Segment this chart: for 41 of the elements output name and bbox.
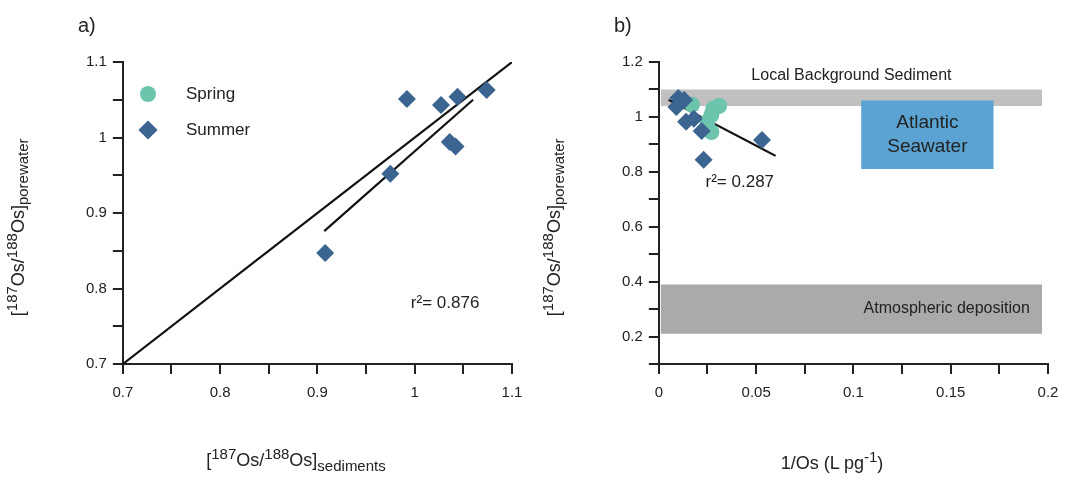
y-tick-label: 0.2	[621, 326, 643, 344]
x-axis-title: 1/Os (L pg$^{-1}$)	[779, 448, 885, 474]
y-tick-label: 0.9	[85, 203, 107, 221]
y-tick-label: 0.4	[621, 271, 643, 289]
x-tick-label: 0.2	[1037, 383, 1059, 401]
y-tick-label: 1.1	[85, 52, 107, 70]
y-tick-label: 0.8	[621, 161, 643, 179]
point	[694, 150, 713, 169]
point	[448, 87, 467, 106]
point	[752, 130, 771, 149]
point	[381, 164, 400, 183]
annotation: r²= 0.287	[705, 172, 775, 192]
y-tick-label: 0.7	[85, 354, 107, 372]
x-tick-label: 1.1	[501, 383, 523, 401]
band-label: Atmospheric deposition	[863, 299, 1030, 317]
x-tick-label: 0.1	[843, 383, 864, 401]
point	[431, 96, 450, 115]
point	[397, 90, 416, 108]
x-tick-label: 0.15	[936, 383, 966, 401]
chart-title: b)	[614, 14, 632, 37]
x-tick-label: 1	[410, 383, 419, 401]
band-label: Atlantic Seawater	[887, 110, 969, 156]
y-tick-label: 0.6	[621, 216, 643, 234]
annotation: r²= 0.876	[410, 293, 480, 313]
x-tick-label: 0.8	[209, 383, 231, 401]
point	[477, 80, 496, 99]
y-tick-label: 0.8	[85, 278, 107, 296]
y-tick-label: 1	[98, 127, 107, 145]
legend-label: Summer	[186, 120, 251, 140]
band-label: Local Background Sediment	[751, 65, 953, 83]
legend-label: Spring	[186, 84, 236, 104]
point	[316, 244, 335, 263]
chart-title: a)	[78, 14, 96, 37]
x-tick-label: 0.9	[307, 383, 328, 401]
x-tick-label: 0.7	[112, 383, 134, 401]
x-tick-label: 0.05	[741, 383, 771, 401]
x-axis-title: [$^{187}$Os/$^{188}$Os]$_{sediments}$	[205, 445, 387, 474]
y-tick-label: 1.2	[621, 52, 643, 70]
x-tick-label: 0	[654, 383, 664, 401]
y-tick-label: 1	[634, 107, 643, 125]
point	[692, 121, 711, 140]
